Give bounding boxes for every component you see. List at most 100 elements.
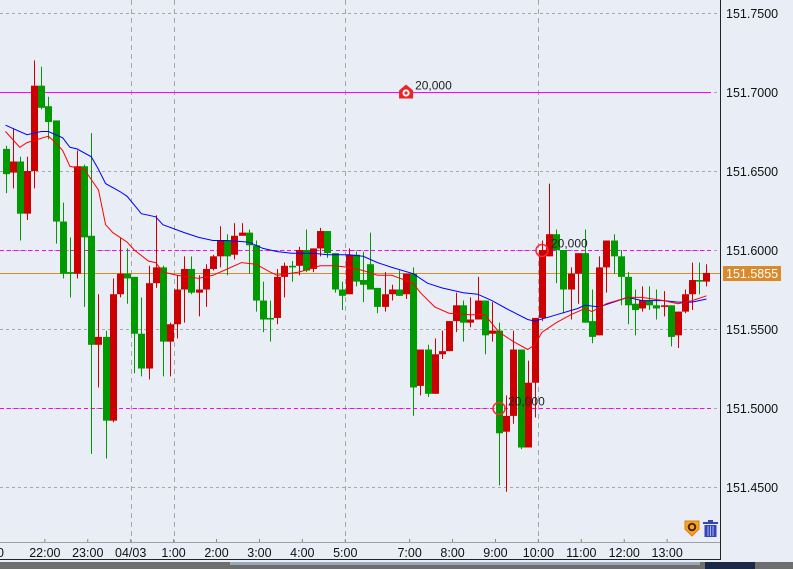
trash-icon[interactable]	[703, 520, 718, 537]
x-tick-label: 22:00	[29, 546, 60, 560]
x-tick-label: 7:00	[397, 546, 421, 560]
candle-body	[196, 289, 203, 293]
candle	[332, 253, 339, 293]
candle	[74, 150, 81, 279]
candle-body	[67, 272, 74, 274]
level-markers[interactable]: 20,000 20,000 20,000	[399, 79, 588, 416]
candle-body	[446, 321, 453, 352]
candle-body	[138, 333, 145, 369]
candle	[475, 276, 482, 320]
candle-body	[546, 234, 553, 257]
candle	[432, 338, 439, 394]
candle-body	[646, 300, 653, 306]
candle	[382, 272, 389, 312]
candle-body	[260, 300, 267, 320]
candle-body	[374, 287, 381, 307]
ma-fast-line	[5, 131, 707, 351]
candle	[81, 164, 88, 307]
bottom-strip	[0, 562, 793, 569]
candle-body	[367, 264, 374, 290]
current-price-label: 151.5855	[723, 266, 781, 281]
candle	[38, 66, 45, 110]
candle-body	[560, 250, 567, 290]
candle-body	[360, 280, 367, 285]
candle	[31, 60, 38, 189]
candle	[153, 215, 160, 288]
candle	[668, 305, 675, 347]
candle	[639, 286, 646, 312]
level-label: 20,000	[415, 79, 452, 93]
y-tick-label: 151.7500	[726, 7, 778, 21]
candle	[467, 297, 474, 328]
x-tick-label: 3:00	[247, 546, 271, 560]
candle	[703, 264, 710, 287]
candle	[246, 229, 253, 274]
candle-body	[53, 120, 60, 222]
candle-body	[339, 289, 346, 296]
candle	[510, 330, 517, 424]
x-tick-label: 4:00	[290, 546, 314, 560]
candle-body	[267, 317, 274, 320]
candle	[274, 268, 281, 325]
candle-body	[682, 294, 689, 312]
candle	[603, 240, 610, 293]
alert-icon-shape	[399, 84, 414, 99]
level-label: 20,000	[508, 395, 545, 409]
candle-body	[639, 300, 646, 309]
candle-body	[303, 250, 310, 271]
candle	[60, 202, 67, 279]
candle-body	[689, 280, 696, 295]
candle	[439, 330, 446, 360]
candle	[675, 311, 682, 348]
candle-body	[153, 267, 160, 284]
candle-body	[475, 300, 482, 320]
candle-body	[174, 289, 181, 325]
candle	[131, 276, 138, 374]
candle	[360, 251, 367, 303]
candle	[138, 297, 145, 377]
level-circle-marker[interactable]	[535, 243, 549, 258]
candle-body	[110, 294, 117, 421]
candle	[103, 330, 110, 459]
candle-body	[611, 240, 618, 257]
candle-body	[81, 166, 88, 238]
candle-body	[518, 349, 525, 448]
candle	[696, 262, 703, 295]
candle-body	[575, 253, 582, 274]
candle-body	[632, 303, 639, 311]
candle	[124, 248, 131, 304]
candle	[553, 229, 560, 284]
candle-body	[310, 248, 317, 269]
x-tick-label: 2:00	[204, 546, 228, 560]
level-circle-marker[interactable]	[492, 401, 506, 416]
candle-body	[703, 272, 710, 282]
candle	[3, 145, 10, 194]
y-tick-label: 151.4500	[726, 481, 778, 495]
candle-body	[324, 231, 331, 254]
candle	[489, 302, 496, 342]
order-icon[interactable]	[684, 520, 700, 537]
candle-body	[24, 171, 31, 214]
candle-body	[246, 232, 253, 246]
candle	[546, 183, 553, 257]
candle	[560, 250, 567, 314]
candle-body	[618, 256, 625, 277]
candle-body	[410, 273, 417, 388]
candle	[403, 273, 410, 299]
candle	[210, 254, 217, 271]
candle	[203, 264, 210, 307]
candle	[539, 240, 546, 322]
candle-body	[453, 305, 460, 322]
candle	[417, 349, 424, 396]
candle	[110, 278, 117, 423]
candle	[682, 289, 689, 314]
candle-body	[74, 166, 81, 274]
alert-icon[interactable]	[399, 84, 414, 99]
price-axis: 151.7500 151.7000 151.6500 151.6000 151.5500…	[726, 7, 778, 495]
candle-body	[353, 254, 360, 282]
level-lines	[0, 92, 711, 409]
candle-body	[661, 305, 668, 307]
candle	[425, 344, 432, 397]
candle	[503, 395, 510, 492]
